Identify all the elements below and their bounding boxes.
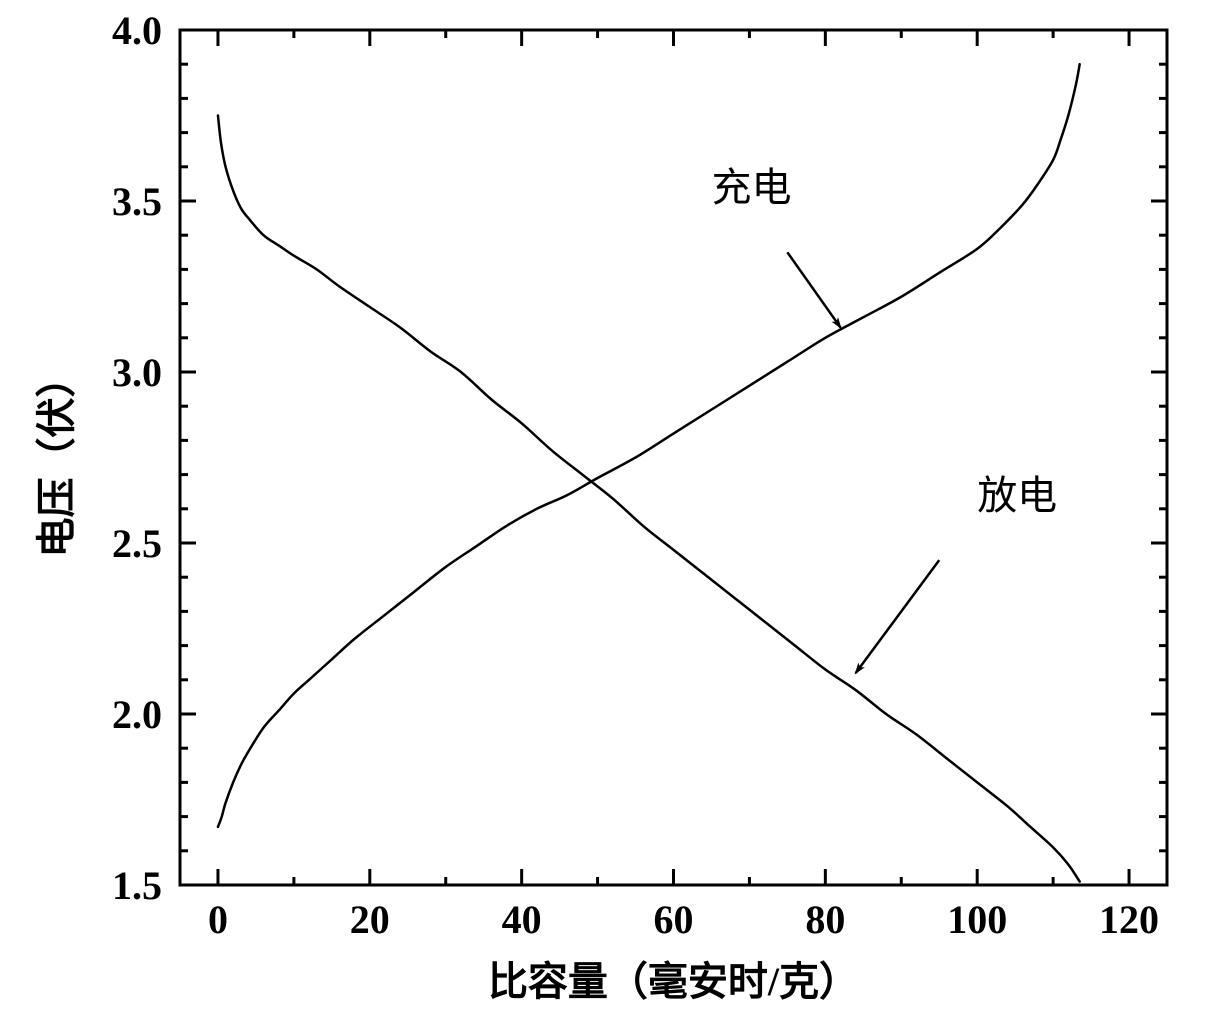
chart-svg: 0 20 40 60 80 100 120 比容量（毫安时/克） 1.5 2.0 2.5 3.0 3.5… [0,0,1227,1035]
y-tick-label: 1.5 [112,863,162,908]
y-tick-label: 2.5 [112,521,162,566]
x-tick-label: 80 [805,897,845,942]
y-axis-label: 电压（伏） [34,358,79,558]
y-tick-label: 4.0 [112,8,162,53]
x-tick-label: 60 [654,897,694,942]
x-tick-label: 120 [1099,897,1159,942]
y-tick-label: 3.0 [112,350,162,395]
y-tick-label: 3.5 [112,179,162,224]
x-tick-label: 0 [208,897,228,942]
annot-discharge-label: 放电 [977,473,1057,518]
x-tick-label: 40 [502,897,542,942]
chart-container: 0 20 40 60 80 100 120 比容量（毫安时/克） 1.5 2.0 2.5 3.0 3.5… [0,0,1227,1035]
x-tick-label: 100 [947,897,1007,942]
annot-charge-label: 充电 [711,165,791,210]
x-tick-label: 20 [350,897,390,942]
y-tick-label: 2.0 [112,692,162,737]
x-axis-label: 比容量（毫安时/克） [488,959,859,1004]
